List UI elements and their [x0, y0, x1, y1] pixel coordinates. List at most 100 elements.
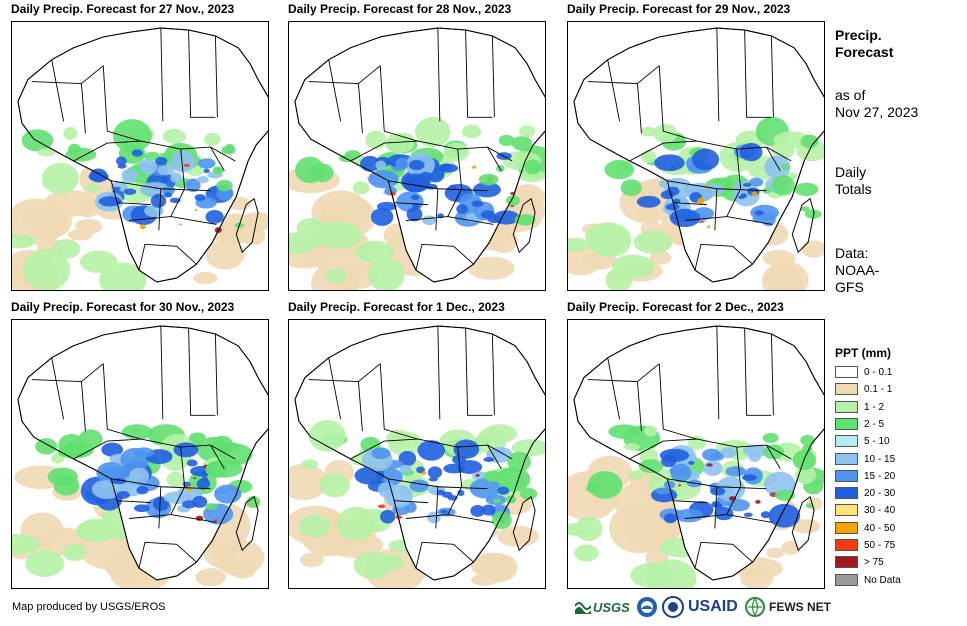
panel-title: Daily Precip. Forecast for 27 Nov., 2023 [11, 2, 235, 16]
country-border [415, 243, 474, 271]
legend-label: 0 - 0.1 [864, 367, 893, 378]
precip-area [489, 227, 518, 254]
precip-area [589, 225, 632, 258]
precip-area [203, 168, 210, 174]
country-border [667, 180, 767, 192]
precip-area [170, 172, 183, 184]
precip-area [157, 165, 175, 176]
country-border [51, 59, 65, 122]
precip-area [199, 471, 209, 478]
precip-area [194, 209, 198, 212]
side-as-of-line1: as of [835, 87, 866, 103]
country-border [770, 35, 774, 118]
precip-area [771, 174, 795, 196]
precip-area [368, 169, 399, 189]
country-border [714, 188, 718, 231]
precip-map [11, 319, 269, 589]
credit-text: Map produced by USGS/EROS [12, 601, 166, 613]
madagascar-outline [512, 495, 536, 552]
precip-area [354, 466, 385, 485]
country-border [138, 541, 197, 569]
precip-area [640, 149, 657, 163]
precip-area [483, 457, 495, 462]
precip-area [752, 214, 764, 223]
legend-label: > 75 [864, 557, 884, 569]
coastline [573, 325, 824, 581]
legend-label: 50 - 75 [864, 540, 896, 551]
precip-area [655, 487, 671, 495]
country-border [388, 478, 488, 490]
country-border [358, 381, 363, 432]
precip-area [421, 471, 427, 475]
precip-area [497, 486, 510, 495]
country-border [491, 35, 495, 118]
precip-area [298, 514, 331, 538]
precip-area [189, 432, 206, 444]
precip-area [520, 487, 538, 500]
side-data-line1: Data: [835, 245, 869, 261]
precip-area [308, 419, 346, 452]
precip-area [12, 234, 36, 249]
precip-area [766, 547, 785, 559]
legend-swatch [835, 400, 858, 413]
precip-area [762, 432, 779, 444]
country-border [379, 65, 419, 142]
map-canvas [568, 325, 824, 588]
precip-area [640, 126, 657, 137]
precip-area [352, 181, 370, 195]
precip-area [289, 463, 328, 501]
precip-area [186, 459, 198, 467]
country-border [210, 146, 225, 172]
precip-area [710, 452, 724, 461]
precip-area [133, 447, 154, 458]
precip-area [605, 268, 633, 290]
precip-area [216, 179, 233, 192]
legend-label: 30 - 40 [864, 505, 896, 517]
country-border [81, 83, 86, 134]
coastline [17, 325, 268, 581]
precip-area [155, 156, 168, 166]
usgs-wave-icon [575, 602, 591, 614]
country-border [607, 59, 621, 122]
precip-area [355, 240, 394, 264]
precip-area [636, 195, 661, 208]
country-border [629, 140, 792, 162]
precip-area [138, 158, 157, 175]
precip-area [25, 549, 65, 578]
precip-area [325, 268, 347, 284]
usgs-logo-text: USGS [593, 599, 630, 615]
country-border [766, 146, 781, 172]
precip-area [492, 498, 502, 504]
country-border [766, 444, 781, 470]
country-border [491, 333, 495, 416]
precip-area [319, 473, 350, 498]
country-border [73, 438, 236, 460]
precip-area [491, 511, 512, 530]
precip-area [439, 163, 453, 172]
legend-swatch [835, 435, 858, 448]
legend-item: 50 - 75 [835, 538, 955, 553]
precip-area [353, 551, 391, 580]
precip-area [231, 459, 240, 467]
precip-area [37, 148, 56, 157]
precip-area [674, 508, 704, 523]
legend-item: 30 - 40 [835, 503, 955, 518]
precip-area [408, 159, 425, 171]
precip-area [192, 477, 197, 480]
precip-area [213, 166, 224, 175]
side-as-of: as of Nov 27, 2023 [835, 87, 918, 121]
precip-area [510, 184, 545, 211]
country-border [447, 149, 463, 217]
precip-area [375, 160, 387, 170]
precip-area [365, 130, 387, 149]
precip-area [194, 194, 206, 201]
precip-area [371, 447, 391, 460]
precip-area [751, 191, 758, 196]
precip-area [144, 151, 160, 161]
precip-area [604, 159, 635, 180]
precip-area [68, 143, 81, 156]
madagascar-outline [235, 495, 259, 552]
country-border [685, 514, 773, 523]
precip-area [794, 182, 819, 197]
usaid-logo: USAID [688, 596, 738, 618]
